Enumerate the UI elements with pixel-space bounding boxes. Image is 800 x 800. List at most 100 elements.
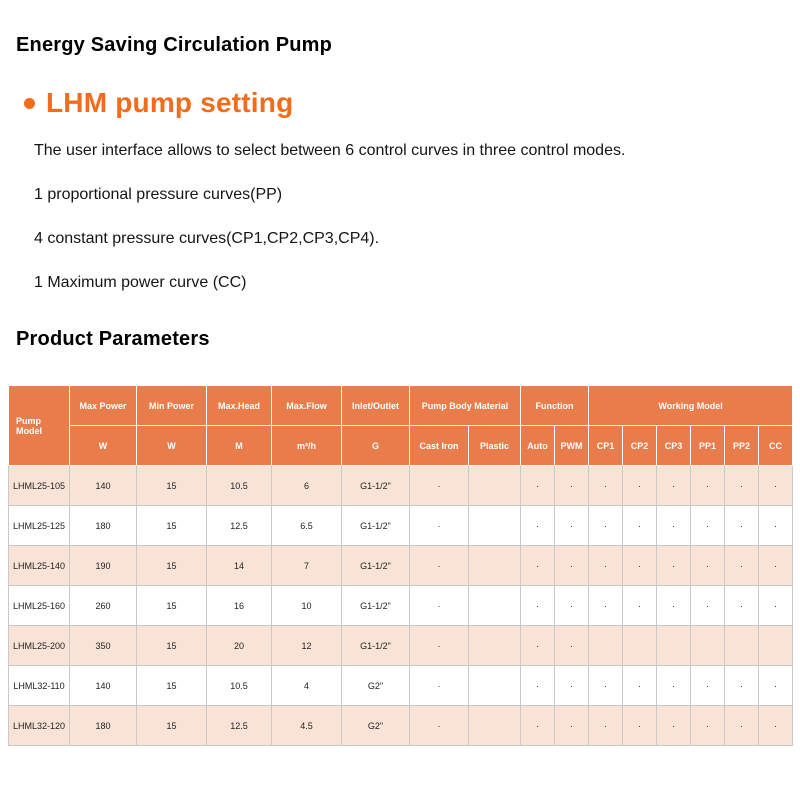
value-cell: · xyxy=(520,665,556,706)
header-pump-model: Pump Model xyxy=(8,385,70,466)
value-cell: · xyxy=(758,505,794,546)
value-cell: · xyxy=(758,665,794,706)
pump-model-cell: LHML32-110 xyxy=(8,665,70,706)
subheader-cp1: CP1 xyxy=(588,425,624,466)
value-cell: 15 xyxy=(136,585,207,626)
value-cell: · xyxy=(520,505,556,546)
pump-model-cell: LHML25-125 xyxy=(8,505,70,546)
value-cell: · xyxy=(520,545,556,586)
value-cell xyxy=(724,625,760,666)
table-heading: Product Parameters xyxy=(16,328,210,350)
value-cell xyxy=(758,625,794,666)
value-cell xyxy=(467,665,522,706)
value-cell: 190 xyxy=(69,545,137,586)
section-heading-row: LHM pump setting xyxy=(24,87,792,119)
value-cell: 10 xyxy=(271,585,342,626)
value-cell: · xyxy=(409,585,469,626)
header-function: Function xyxy=(520,385,590,426)
subheader-cp2: CP2 xyxy=(622,425,658,466)
value-cell xyxy=(690,625,726,666)
value-cell: · xyxy=(758,545,794,586)
pump-model-cell: LHML25-160 xyxy=(8,585,70,626)
value-cell: · xyxy=(520,465,556,506)
value-cell: · xyxy=(588,545,624,586)
value-cell: 16 xyxy=(206,585,272,626)
value-cell: 260 xyxy=(69,585,137,626)
value-cell: · xyxy=(724,665,760,706)
subheader-auto: Auto xyxy=(520,425,556,466)
value-cell: 15 xyxy=(136,465,207,506)
table-row: LHML25-125 180 15 12.5 6.5 G1-1/2" · · · · · · · · · xyxy=(8,505,794,546)
bullet-line-pp: 1 proportional pressure curves(PP) xyxy=(34,186,283,203)
subheader-pp1: PP1 xyxy=(690,425,726,466)
value-cell: · xyxy=(409,705,469,746)
header-max-power: Max Power xyxy=(69,385,137,426)
value-cell: · xyxy=(554,585,590,626)
pump-model-cell: LHML25-140 xyxy=(8,545,70,586)
value-cell: · xyxy=(758,585,794,626)
value-cell xyxy=(467,625,522,666)
value-cell: · xyxy=(724,545,760,586)
intro-text: The user interface allows to select betw… xyxy=(34,142,626,159)
value-cell: · xyxy=(588,585,624,626)
value-cell: · xyxy=(656,545,692,586)
table-row: LHML32-110 140 15 10.5 4 G2" · · · · · · · · · xyxy=(8,665,794,706)
value-cell: · xyxy=(622,465,658,506)
value-cell: G1-1/2" xyxy=(341,505,410,546)
value-cell: 15 xyxy=(136,545,207,586)
value-cell: · xyxy=(588,705,624,746)
value-cell: G1-1/2" xyxy=(341,465,410,506)
bullet-icon xyxy=(24,97,35,109)
value-cell: · xyxy=(724,505,760,546)
value-cell: · xyxy=(656,465,692,506)
value-cell: 180 xyxy=(69,705,137,746)
subheader-cc: CC xyxy=(758,425,794,466)
value-cell: · xyxy=(554,505,590,546)
value-cell xyxy=(467,585,522,626)
value-cell: 14 xyxy=(206,545,272,586)
value-cell: · xyxy=(622,545,658,586)
subheader-m-h: m³/h xyxy=(271,425,342,466)
subheader-pwm: PWM xyxy=(554,425,590,466)
value-cell: 12.5 xyxy=(206,505,272,546)
pump-model-cell: LHML25-105 xyxy=(8,465,70,506)
pump-model-cell: LHML25-200 xyxy=(8,625,70,666)
bullet-line-cc: 1 Maximum power curve (CC) xyxy=(34,274,247,291)
subheader-pp2: PP2 xyxy=(724,425,760,466)
value-cell: · xyxy=(690,545,726,586)
value-cell: G2" xyxy=(341,705,410,746)
value-cell: 140 xyxy=(69,465,137,506)
value-cell: · xyxy=(554,465,590,506)
value-cell xyxy=(467,705,522,746)
value-cell: · xyxy=(588,665,624,706)
value-cell: · xyxy=(690,705,726,746)
value-cell: · xyxy=(520,585,556,626)
header-max-head: Max.Head xyxy=(206,385,272,426)
table-row: LHML25-105 140 15 10.5 6 G1-1/2" · · · · · · · · · xyxy=(8,465,794,506)
table-row: LHML25-200 350 15 20 12 G1-1/2" · · · xyxy=(8,625,794,666)
value-cell xyxy=(656,625,692,666)
value-cell: 20 xyxy=(206,625,272,666)
value-cell: · xyxy=(622,665,658,706)
value-cell: · xyxy=(409,465,469,506)
header-pump-body-material: Pump Body Material xyxy=(408,385,522,426)
subheader-cp3: CP3 xyxy=(656,425,692,466)
value-cell: · xyxy=(520,625,556,666)
value-cell: · xyxy=(409,625,469,666)
value-cell xyxy=(622,625,658,666)
value-cell: 12.5 xyxy=(206,705,272,746)
header-min-power: Min Power xyxy=(136,385,207,426)
value-cell: G1-1/2" xyxy=(341,545,410,586)
table-row: LHML25-160 260 15 16 10 G1-1/2" · · · · · · · · · xyxy=(8,585,794,626)
value-cell: · xyxy=(656,665,692,706)
value-cell: G1-1/2" xyxy=(341,585,410,626)
value-cell: · xyxy=(690,665,726,706)
value-cell: · xyxy=(520,705,556,746)
pump-model-cell: LHML32-120 xyxy=(8,705,70,746)
value-cell: 15 xyxy=(136,625,207,666)
subheader-plastic: Plastic xyxy=(467,425,522,466)
table-body: LHML25-105 140 15 10.5 6 G1-1/2" · · · · · · · · · LHML… xyxy=(8,465,794,746)
value-cell: · xyxy=(622,505,658,546)
section-heading: LHM pump setting xyxy=(46,87,294,118)
value-cell: · xyxy=(724,465,760,506)
